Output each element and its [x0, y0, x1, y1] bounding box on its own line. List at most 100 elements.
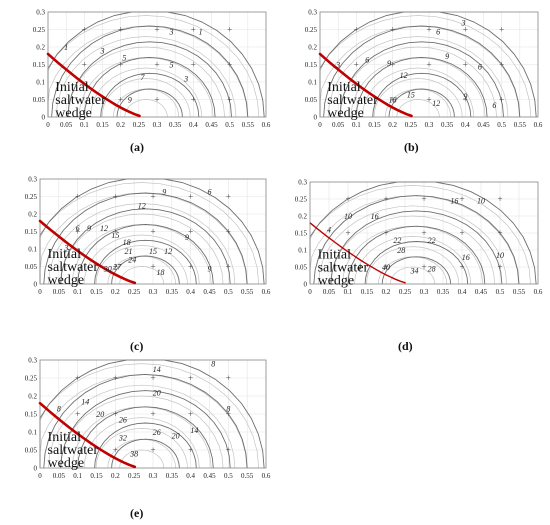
contour-label: 34 — [410, 266, 419, 275]
contour-label: 9 — [162, 187, 166, 196]
contour-label: 18 — [157, 268, 165, 277]
x-tick-label: 0.5 — [224, 472, 233, 480]
contour-label: 1 — [199, 27, 203, 36]
x-tick-label: 0.35 — [437, 288, 450, 296]
x-tick-label: 0.3 — [153, 121, 162, 129]
contour-label: 20 — [172, 432, 180, 441]
contour-major — [364, 241, 469, 285]
contour-minor — [330, 215, 496, 285]
observation-point: + — [345, 228, 350, 238]
panel-a: 0 0.05 0.1 0.15 0.2 0.25 0.3 0.35 0.4 0.45 0.5 0.55… — [33, 9, 271, 130]
contour-label: 30 — [103, 264, 112, 273]
contour-major — [347, 225, 486, 285]
x-tick-label: 0.6 — [534, 121, 543, 129]
plot-frame — [39, 359, 267, 469]
contour-label: 18 — [389, 96, 397, 105]
contour-label: 4 — [357, 263, 361, 272]
contour-label: 21 — [125, 247, 133, 256]
panel-c: 0 0.05 0.1 0.15 0.2 0.25 0.3 0.35 0.4 0.45 0.5 0.55… — [25, 176, 271, 297]
observation-point: + — [227, 60, 232, 70]
y-tick-label: 0 — [42, 114, 46, 122]
contour-minor — [47, 15, 260, 118]
x-tick-label: 0.6 — [534, 288, 543, 296]
caption-a: (a) — [130, 140, 144, 154]
contour-minor — [327, 36, 509, 118]
contour-label: 8 — [226, 405, 230, 414]
x-tick-label: 0.3 — [149, 472, 158, 480]
observation-point: + — [459, 194, 464, 204]
observation-point: + — [499, 60, 504, 70]
contour-minor — [59, 213, 224, 285]
observation-point: + — [75, 373, 80, 383]
contour-minor — [39, 363, 260, 469]
contour-label: 10 — [477, 197, 485, 206]
observation-point: + — [426, 25, 431, 35]
wedge-label: wedge — [55, 106, 92, 121]
contour-label: 28 — [397, 246, 405, 255]
wedge-label: saltwater — [55, 93, 106, 108]
plot-frame — [319, 11, 539, 118]
contour-major — [111, 438, 180, 469]
observation-point: + — [497, 228, 502, 238]
observation-point: + — [118, 95, 123, 105]
wedge-label: Initial — [55, 80, 89, 95]
caption-d: (d) — [398, 339, 413, 353]
x-tick-label: 0.25 — [128, 472, 141, 480]
y-tick-label: 0.25 — [25, 375, 38, 383]
observation-point: + — [188, 409, 193, 419]
x-tick-label: 0 — [38, 472, 42, 480]
contour-label: 9 — [87, 224, 91, 233]
x-tick-label: 0.5 — [225, 121, 234, 129]
contour-label: 9 — [185, 233, 189, 242]
contour-label: 24 — [128, 256, 136, 265]
y-tick-label: 0.2 — [298, 213, 307, 221]
x-tick-label: 0.15 — [361, 288, 374, 296]
contour-minor — [95, 245, 188, 285]
x-tick-label: 0.5 — [496, 288, 505, 296]
contour-label: 12 — [432, 99, 440, 108]
observation-point: + — [150, 373, 155, 383]
x-tick-label: 0.2 — [111, 288, 120, 296]
contour-major — [381, 256, 452, 285]
y-tick-label: 0.15 — [33, 61, 46, 69]
saltwater-wedge-line — [46, 52, 141, 118]
contour-minor — [67, 46, 225, 118]
observation-point: + — [421, 228, 426, 238]
x-tick-label: 0.25 — [399, 288, 412, 296]
contour-label: 5 — [122, 54, 126, 63]
contour-label: 3 — [461, 19, 466, 28]
x-tick-label: 0.4 — [461, 121, 470, 129]
contour-label: 16 — [450, 197, 458, 206]
contour-label: 12 — [400, 71, 408, 80]
contour-major — [313, 195, 520, 285]
contour-major — [94, 422, 197, 469]
observation-point: + — [499, 25, 504, 35]
y-tick-label: 0 — [34, 281, 38, 289]
contour-minor — [83, 417, 200, 469]
observation-point: + — [345, 194, 350, 204]
contour-label: 12 — [138, 201, 146, 210]
y-tick-label: 0.3 — [298, 179, 307, 187]
x-tick-label: 0.4 — [186, 472, 195, 480]
y-tick-label: 0.2 — [28, 211, 37, 219]
contour-minor — [309, 185, 531, 285]
x-tick-label: 0 — [318, 121, 322, 129]
contour-minor — [396, 99, 440, 118]
contour-label: 15 — [149, 247, 157, 256]
x-tick-label: 0.2 — [111, 472, 120, 480]
x-tick-label: 0.2 — [382, 288, 391, 296]
observation-point: + — [150, 227, 155, 237]
contour-minor — [319, 15, 532, 118]
contour-major — [100, 72, 200, 118]
observation-point: + — [118, 25, 123, 35]
y-tick-label: 0.2 — [36, 44, 45, 52]
observation-point: + — [75, 227, 80, 237]
x-tick-label: 0.1 — [73, 288, 82, 296]
y-tick-label: 0.2 — [308, 44, 317, 52]
observation-point: + — [75, 409, 80, 419]
x-tick-label: 0.6 — [262, 121, 271, 129]
observation-point: + — [463, 60, 468, 70]
contour-label: 3 — [335, 61, 340, 70]
observation-point: + — [154, 95, 159, 105]
x-tick-label: 0.55 — [514, 121, 527, 129]
